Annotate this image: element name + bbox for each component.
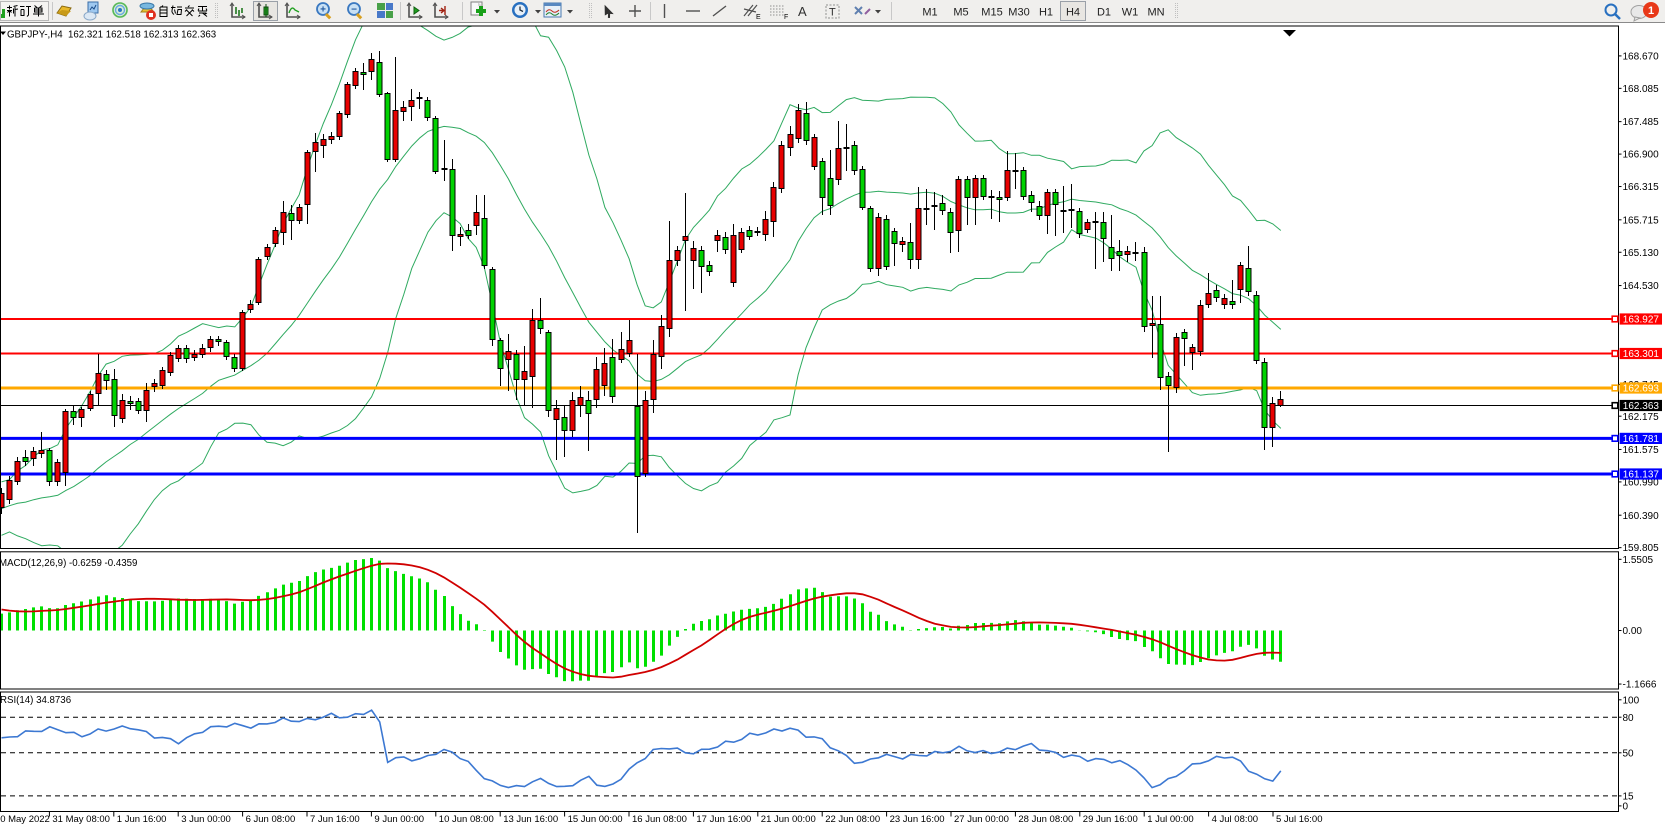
svg-text:GBPJPY-,H4 162.321 162.518 16: GBPJPY-,H4 162.321 162.518 162.313 162.3… bbox=[7, 30, 216, 41]
svg-text:50: 50 bbox=[1623, 748, 1635, 759]
svg-text:160.990: 160.990 bbox=[1623, 478, 1660, 489]
svg-text:D1: D1 bbox=[1097, 7, 1111, 19]
svg-text:28 Jun 08:00: 28 Jun 08:00 bbox=[1018, 814, 1073, 825]
svg-text:166.900: 166.900 bbox=[1623, 150, 1660, 161]
svg-text:6 Jun 08:00: 6 Jun 08:00 bbox=[246, 814, 296, 825]
svg-text:15: 15 bbox=[1623, 792, 1635, 803]
svg-text:M30: M30 bbox=[1008, 7, 1029, 19]
svg-text:31 May 08:00: 31 May 08:00 bbox=[52, 814, 110, 825]
svg-text:16 Jun 08:00: 16 Jun 08:00 bbox=[632, 814, 687, 825]
svg-text:9 Jun 00:00: 9 Jun 00:00 bbox=[374, 814, 424, 825]
svg-text:165.130: 165.130 bbox=[1623, 248, 1660, 259]
svg-text:168.085: 168.085 bbox=[1623, 84, 1660, 95]
svg-text:7 Jun 16:00: 7 Jun 16:00 bbox=[310, 814, 360, 825]
svg-text:162.363: 162.363 bbox=[1623, 401, 1660, 412]
svg-text:159.805: 159.805 bbox=[1623, 543, 1660, 554]
svg-text:1.5505: 1.5505 bbox=[1623, 555, 1654, 566]
svg-text:H4: H4 bbox=[1066, 7, 1080, 19]
svg-text:162.693: 162.693 bbox=[1623, 384, 1660, 395]
svg-text:F: F bbox=[784, 14, 788, 21]
svg-text:22 Jun 08:00: 22 Jun 08:00 bbox=[825, 814, 880, 825]
svg-text:T: T bbox=[829, 7, 836, 19]
svg-text:MN: MN bbox=[1147, 7, 1164, 19]
svg-text:163.927: 163.927 bbox=[1623, 315, 1660, 326]
svg-text:17 Jun 16:00: 17 Jun 16:00 bbox=[696, 814, 751, 825]
svg-text:168.670: 168.670 bbox=[1623, 52, 1660, 63]
svg-text:164.530: 164.530 bbox=[1623, 281, 1660, 292]
svg-text:100: 100 bbox=[1623, 695, 1640, 706]
svg-text:M5: M5 bbox=[953, 7, 968, 19]
svg-text:H1: H1 bbox=[1039, 7, 1053, 19]
svg-text:0 May 2022: 0 May 2022 bbox=[0, 814, 50, 825]
svg-text:W1: W1 bbox=[1122, 7, 1139, 19]
svg-text:161.137: 161.137 bbox=[1623, 470, 1660, 481]
svg-text:RSI(14) 34.8736: RSI(14) 34.8736 bbox=[0, 695, 71, 706]
svg-text:165.715: 165.715 bbox=[1623, 215, 1660, 226]
svg-text:23 Jun 16:00: 23 Jun 16:00 bbox=[890, 814, 945, 825]
svg-text:166.315: 166.315 bbox=[1623, 182, 1660, 193]
svg-text:-1.1666: -1.1666 bbox=[1623, 680, 1657, 691]
svg-text:0.00: 0.00 bbox=[1623, 626, 1643, 637]
svg-text:E: E bbox=[756, 14, 761, 21]
svg-text:M1: M1 bbox=[922, 7, 937, 19]
svg-text:MACD(12,26,9) -0.6259 -0.4359: MACD(12,26,9) -0.6259 -0.4359 bbox=[0, 558, 137, 569]
svg-text:161.575: 161.575 bbox=[1623, 445, 1660, 456]
svg-text:15 Jun 00:00: 15 Jun 00:00 bbox=[568, 814, 623, 825]
svg-text:13 Jun 16:00: 13 Jun 16:00 bbox=[503, 814, 558, 825]
svg-text:0: 0 bbox=[1623, 802, 1629, 813]
svg-text:1 Jun 16:00: 1 Jun 16:00 bbox=[117, 814, 167, 825]
svg-text:1: 1 bbox=[1648, 5, 1654, 17]
svg-text:27 Jun 00:00: 27 Jun 00:00 bbox=[954, 814, 1009, 825]
svg-text:161.781: 161.781 bbox=[1623, 434, 1660, 445]
svg-text:−: − bbox=[351, 5, 357, 16]
svg-text:162.175: 162.175 bbox=[1623, 412, 1660, 423]
svg-text:29 Jun 16:00: 29 Jun 16:00 bbox=[1083, 814, 1138, 825]
svg-text:160.390: 160.390 bbox=[1623, 511, 1660, 522]
svg-text:167.485: 167.485 bbox=[1623, 117, 1660, 128]
svg-text:80: 80 bbox=[1623, 713, 1635, 724]
svg-text:10 Jun 08:00: 10 Jun 08:00 bbox=[439, 814, 494, 825]
svg-text:A: A bbox=[798, 4, 807, 19]
svg-text:3 Jun 00:00: 3 Jun 00:00 bbox=[181, 814, 231, 825]
svg-text:+: + bbox=[320, 5, 326, 16]
svg-text:M15: M15 bbox=[981, 7, 1002, 19]
svg-text:5 Jul 16:00: 5 Jul 16:00 bbox=[1276, 814, 1322, 825]
svg-text:163.301: 163.301 bbox=[1623, 349, 1660, 360]
svg-text:21 Jun 00:00: 21 Jun 00:00 bbox=[761, 814, 816, 825]
svg-text:4 Jul 08:00: 4 Jul 08:00 bbox=[1212, 814, 1258, 825]
svg-text:1 Jul 00:00: 1 Jul 00:00 bbox=[1147, 814, 1193, 825]
